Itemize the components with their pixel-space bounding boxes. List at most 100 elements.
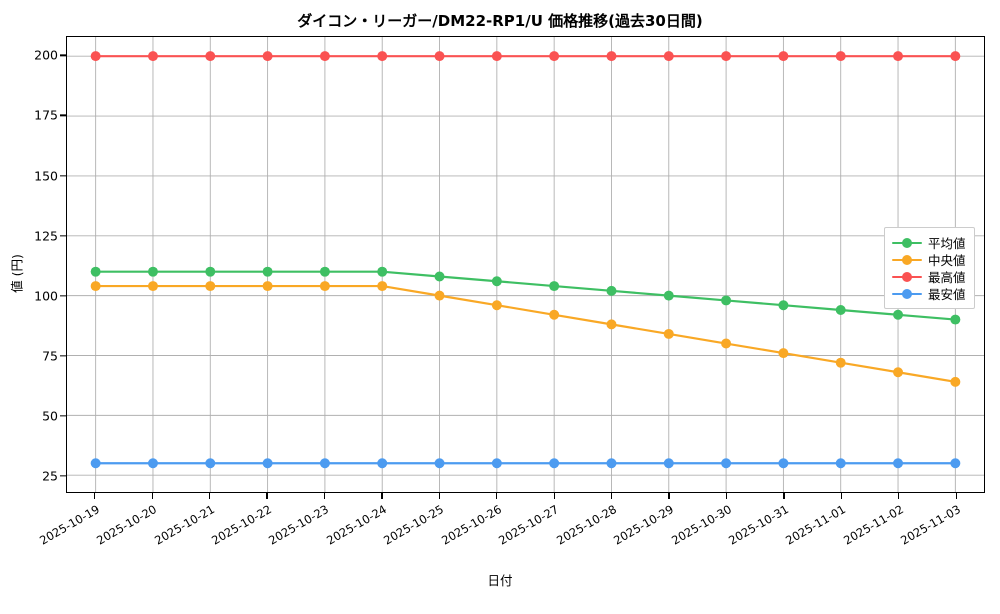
data-point xyxy=(549,458,560,469)
x-tick-mark xyxy=(94,493,96,499)
data-point xyxy=(893,458,904,469)
y-tick-label: 150 xyxy=(34,168,58,183)
data-point xyxy=(147,266,158,277)
series-2 xyxy=(90,281,961,387)
data-point xyxy=(893,367,904,378)
legend-label: 中央値 xyxy=(928,253,966,268)
x-tick-mark xyxy=(266,493,268,499)
data-point xyxy=(147,458,158,469)
data-point xyxy=(205,51,216,62)
y-tick-mark xyxy=(60,174,66,177)
data-point xyxy=(835,357,846,368)
legend-item-1[interactable]: 平均値 xyxy=(892,234,966,251)
x-tick-mark xyxy=(438,493,440,499)
legend-label: 最安値 xyxy=(928,287,966,302)
x-tick-mark xyxy=(840,493,843,499)
data-point xyxy=(319,281,330,292)
legend-item-2[interactable]: 中央値 xyxy=(892,251,966,268)
data-point xyxy=(147,281,158,292)
y-tick-label: 50 xyxy=(42,408,58,424)
y-tick-mark xyxy=(60,475,66,477)
grid-lines xyxy=(67,37,984,492)
data-point xyxy=(377,51,388,62)
data-point xyxy=(950,376,961,387)
data-point xyxy=(205,458,216,469)
legend-marker-icon xyxy=(892,287,922,301)
y-tick-label: 100 xyxy=(34,288,58,304)
y-tick-label: 125 xyxy=(34,228,58,244)
y-tick-label: 200 xyxy=(34,47,58,63)
data-point xyxy=(319,51,330,62)
y-tick-mark xyxy=(60,234,66,237)
chart-figure: ダイコン・リーガー/DM22-RP1/U 価格推移(過去30日間) 25 50 75… xyxy=(9,12,985,588)
data-point xyxy=(491,51,502,62)
x-tick-mark xyxy=(955,493,957,499)
y-tick-label: 75 xyxy=(42,348,58,364)
legend-marker-icon xyxy=(892,270,922,284)
data-point xyxy=(893,51,904,62)
data-point xyxy=(262,458,273,469)
data-point xyxy=(90,281,101,292)
chart-title: ダイコン・リーガー/DM22-RP1/U 価格推移(過去30日間) xyxy=(297,12,703,30)
data-point xyxy=(491,300,502,311)
data-point xyxy=(549,281,560,292)
data-point xyxy=(549,51,560,62)
data-point xyxy=(721,338,732,349)
y-axis-label: 値 (円) xyxy=(9,254,25,293)
data-point xyxy=(778,300,789,311)
data-point xyxy=(663,290,674,301)
data-point xyxy=(377,266,388,277)
data-point xyxy=(663,458,674,469)
x-tick-mark xyxy=(381,493,383,499)
data-point xyxy=(549,309,560,320)
x-tick-mark xyxy=(323,493,326,499)
data-point xyxy=(90,266,101,277)
legend-label: 最高値 xyxy=(928,270,966,285)
data-point xyxy=(262,266,273,277)
y-tick-label: 25 xyxy=(42,468,58,484)
chart-legend: 平均値中央値最高値最安値 xyxy=(884,227,975,309)
data-point xyxy=(377,281,388,292)
data-point xyxy=(491,276,502,287)
series-3 xyxy=(90,51,961,62)
x-tick-mark xyxy=(668,493,670,499)
legend-marker-icon xyxy=(892,253,922,267)
data-point xyxy=(434,51,445,62)
data-point xyxy=(377,458,388,469)
x-tick-mark xyxy=(553,493,555,499)
data-point xyxy=(434,290,445,301)
y-tick-label: 175 xyxy=(34,107,58,123)
data-point xyxy=(491,458,502,469)
x-axis-label: 日付 xyxy=(487,573,513,588)
data-point xyxy=(205,281,216,292)
data-point xyxy=(835,51,846,62)
legend-item-3[interactable]: 最高値 xyxy=(892,268,966,285)
x-tick-mark xyxy=(208,493,211,499)
x-tick-mark xyxy=(898,493,900,499)
data-point xyxy=(778,51,789,62)
x-tick-mark xyxy=(151,493,153,499)
y-tick-mark xyxy=(60,415,66,417)
data-point xyxy=(90,458,101,469)
data-point xyxy=(319,458,330,469)
data-point xyxy=(950,458,961,469)
series-1 xyxy=(90,266,961,325)
y-tick-mark xyxy=(60,355,66,357)
data-point xyxy=(663,328,674,339)
y-tick-mark xyxy=(60,54,66,56)
data-point xyxy=(434,271,445,282)
y-tick-mark xyxy=(60,295,66,297)
y-tick-mark xyxy=(60,114,66,117)
data-point xyxy=(262,281,273,292)
x-tick-mark xyxy=(496,493,498,499)
x-tick-mark xyxy=(611,493,613,499)
data-point xyxy=(319,266,330,277)
data-point xyxy=(778,348,789,359)
legend-item-4[interactable]: 最安値 xyxy=(892,285,966,302)
data-point xyxy=(721,51,732,62)
data-point xyxy=(205,266,216,277)
data-point xyxy=(147,51,158,62)
legend-label: 平均値 xyxy=(928,236,966,251)
data-point xyxy=(893,309,904,320)
data-point xyxy=(606,458,617,469)
